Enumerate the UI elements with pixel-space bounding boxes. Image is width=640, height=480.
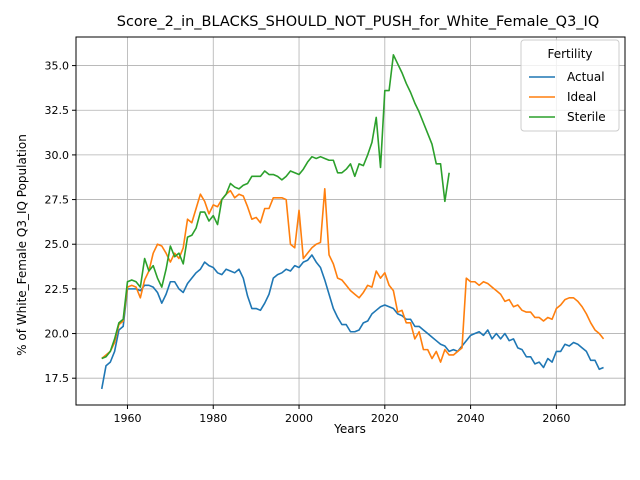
legend: Fertility Actual Ideal Sterile: [520, 39, 620, 132]
y-axis-label: % of White_Female Q3_IQ Population: [15, 134, 29, 356]
x-tick-label: 2040: [457, 412, 485, 425]
series-line-actual: [100, 254, 604, 390]
series-line-sterile: [101, 54, 450, 360]
legend-label-sterile: Sterile: [567, 110, 606, 124]
x-axis-label: Years: [333, 422, 366, 436]
y-tick-label: 32.5: [45, 104, 70, 117]
legend-title: Fertility: [547, 47, 592, 61]
y-tick-label: 25.0: [45, 238, 70, 251]
legend-box: [520, 39, 620, 132]
legend-label-ideal: Ideal: [567, 90, 596, 104]
x-tick-label: 1960: [113, 412, 141, 425]
y-tick-label: 27.5: [45, 194, 70, 207]
y-tick-label: 17.5: [45, 372, 70, 385]
x-tick-label: 2000: [285, 412, 313, 425]
series-lines: [100, 54, 605, 390]
y-tick-label: 22.5: [45, 283, 70, 296]
y-tick-label: 20.0: [45, 328, 70, 341]
plot-area-frame: [75, 36, 626, 406]
series-line-ideal: [101, 188, 605, 363]
legend-label-actual: Actual: [567, 70, 605, 84]
y-tick-label: 35.0: [45, 60, 70, 73]
x-tick-label: 2060: [542, 412, 570, 425]
x-tick-label: 1980: [199, 412, 227, 425]
axes: 1960 1980 2000 2020 2040 2060 17.5 20.0 22.5 25.0…: [45, 60, 571, 425]
x-tick-label: 2020: [371, 412, 399, 425]
y-tick-label: 30.0: [45, 149, 70, 162]
chart-title: Score_2_in_BLACKS_SHOULD_NOT_PUSH_for_Wh…: [117, 14, 599, 30]
